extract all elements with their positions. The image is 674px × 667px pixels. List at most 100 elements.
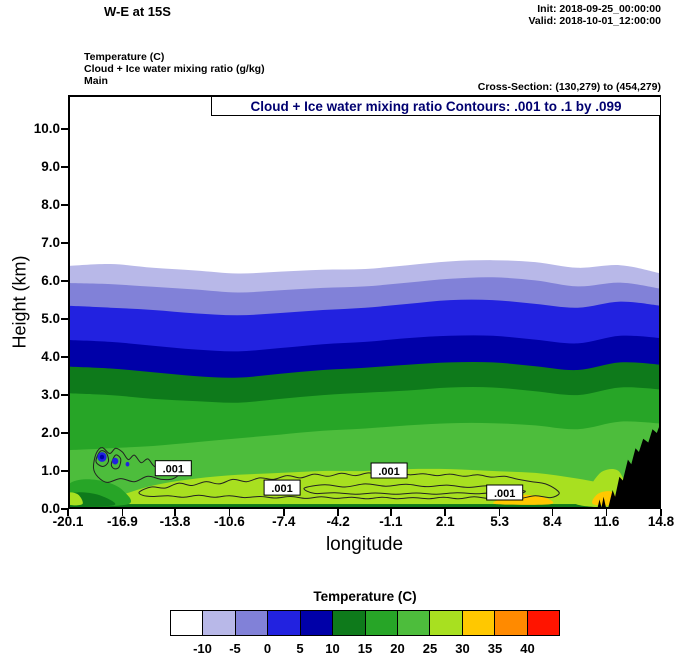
x-tick-label: -10.6 — [214, 514, 245, 529]
colorbar-cell — [397, 611, 431, 635]
x-tick-label: -16.9 — [106, 514, 138, 529]
valid-time: Valid: 2018-10-01_12:00:00 — [528, 15, 661, 27]
y-axis-label: Height (km) — [9, 255, 30, 349]
x-tick-label: 14.8 — [647, 514, 674, 529]
y-tick — [61, 394, 68, 396]
y-tick-label: 8.0 — [41, 197, 60, 213]
colorbar-tick-label: 10 — [325, 641, 340, 656]
cloud-contour-3 — [95, 450, 110, 468]
colorbar-cell — [203, 611, 236, 635]
x-tick — [660, 509, 662, 516]
colorbar-tick-label: 5 — [296, 641, 304, 656]
svg-text:.001: .001 — [494, 488, 515, 500]
init-time: Init: 2018-09-25_00:00:00 — [537, 3, 661, 15]
y-tick-label: 2.0 — [41, 425, 60, 441]
colorbar-cell — [300, 611, 334, 635]
contour-value-label: .001 — [154, 460, 192, 477]
x-tick — [174, 509, 176, 516]
y-tick-label: 4.0 — [41, 349, 60, 365]
x-tick-label: -4.2 — [326, 514, 350, 529]
x-tick-label: 11.6 — [593, 514, 620, 529]
parameter-list: Temperature (C) Cloud + Ice water mixing… — [84, 51, 265, 87]
plot-layers: .001 .001 .001 .001 — [68, 95, 661, 509]
colorbar — [170, 610, 560, 636]
y-tick — [61, 318, 68, 320]
cloud-contour-4 — [110, 454, 122, 470]
x-tick — [283, 509, 285, 516]
x-tick-label: -13.8 — [159, 514, 191, 529]
contour-info-box: Cloud + Ice water mixing ratio Contours:… — [211, 96, 661, 116]
x-tick — [551, 509, 553, 516]
cross-section-coords: Cross-Section: (130,279) to (454,279) — [477, 81, 661, 93]
patch-left-corner-warm-spot — [68, 492, 83, 506]
y-tick — [61, 242, 68, 244]
x-tick-label: 8.4 — [542, 514, 562, 529]
colorbar-tick-label: 15 — [357, 641, 373, 656]
y-tick-label: 3.0 — [41, 387, 60, 403]
colorbar-tick-label: 20 — [390, 641, 405, 656]
x-tick-label: -7.4 — [272, 514, 296, 529]
colorbar-cell — [462, 611, 496, 635]
y-tick-label: 9.0 — [41, 159, 60, 175]
y-tick — [61, 204, 68, 206]
plot-title: W-E at 15S — [104, 4, 171, 19]
colorbar-cell — [527, 611, 560, 635]
colorbar-title: Temperature (C) — [313, 589, 417, 604]
contour-value-label: .001 — [263, 479, 301, 496]
colorbar-cell — [171, 611, 204, 635]
contour-value-label: .001 — [486, 484, 524, 501]
surface-strip — [68, 504, 661, 509]
y-tick-label: 10.0 — [33, 121, 60, 137]
x-tick — [605, 509, 608, 516]
x-tick — [337, 509, 339, 516]
parameter-domain: Main — [84, 75, 108, 87]
colorbar-tick-label: 25 — [422, 641, 438, 656]
y-tick-label: 0.0 — [41, 501, 60, 516]
x-tick — [444, 509, 446, 516]
colorbar-cell — [495, 611, 528, 635]
svg-text:.001: .001 — [163, 464, 184, 476]
y-tick — [61, 508, 68, 510]
colorbar-tick-label: 30 — [455, 641, 470, 656]
y-tick — [61, 128, 68, 130]
y-tick — [61, 432, 68, 434]
parameter-temperature: Temperature (C) — [84, 51, 165, 63]
y-tick — [61, 356, 68, 358]
cross-section-plot: .001 .001 .001 .001 — [68, 95, 661, 509]
colorbar-cell — [333, 611, 366, 635]
x-tick — [390, 509, 392, 516]
colorbar-labels: -10 -5 0 5 10 15 20 25 30 35 40 — [170, 641, 560, 657]
parameter-cloud-ice: Cloud + Ice water mixing ratio (g/kg) — [84, 63, 265, 75]
svg-text:.001: .001 — [378, 466, 399, 478]
x-tick — [498, 509, 501, 516]
terrain — [597, 421, 661, 509]
colorbar-cell — [268, 611, 301, 635]
x-tick-label: -1.1 — [379, 514, 403, 529]
y-tick — [61, 470, 68, 472]
x-tick — [228, 509, 231, 516]
svg-text:.001: .001 — [271, 483, 292, 495]
x-tick — [121, 509, 124, 516]
colorbar-tick-label: -10 — [193, 641, 212, 656]
x-tick-label: -20.1 — [52, 514, 84, 529]
cloud-blob-1 — [99, 454, 105, 460]
colorbar-tick-label: 35 — [487, 641, 503, 656]
init-valid-block: Init: 2018-09-25_00:00:00 Valid: 2018-10… — [528, 3, 661, 27]
colorbar-cell — [365, 611, 398, 635]
colorbar-cell — [430, 611, 463, 635]
y-tick-label: 6.0 — [41, 273, 60, 289]
x-tick-label: 5.3 — [490, 514, 509, 529]
y-tick-label: 7.0 — [41, 235, 60, 251]
colorbar-cell — [235, 611, 269, 635]
colorbar-tick-label: 0 — [263, 641, 272, 656]
x-axis-label: longitude — [325, 534, 404, 555]
cloud-blob-2 — [112, 457, 119, 465]
y-tick — [61, 280, 68, 282]
x-tick-label: 2.1 — [435, 514, 455, 529]
contour-value-label: .001 — [370, 462, 408, 479]
colorbar-tick-label: -5 — [229, 641, 241, 656]
y-tick — [61, 166, 68, 168]
cloud-contour-1 — [138, 471, 560, 500]
colorbar-tick-label: 40 — [520, 641, 535, 656]
